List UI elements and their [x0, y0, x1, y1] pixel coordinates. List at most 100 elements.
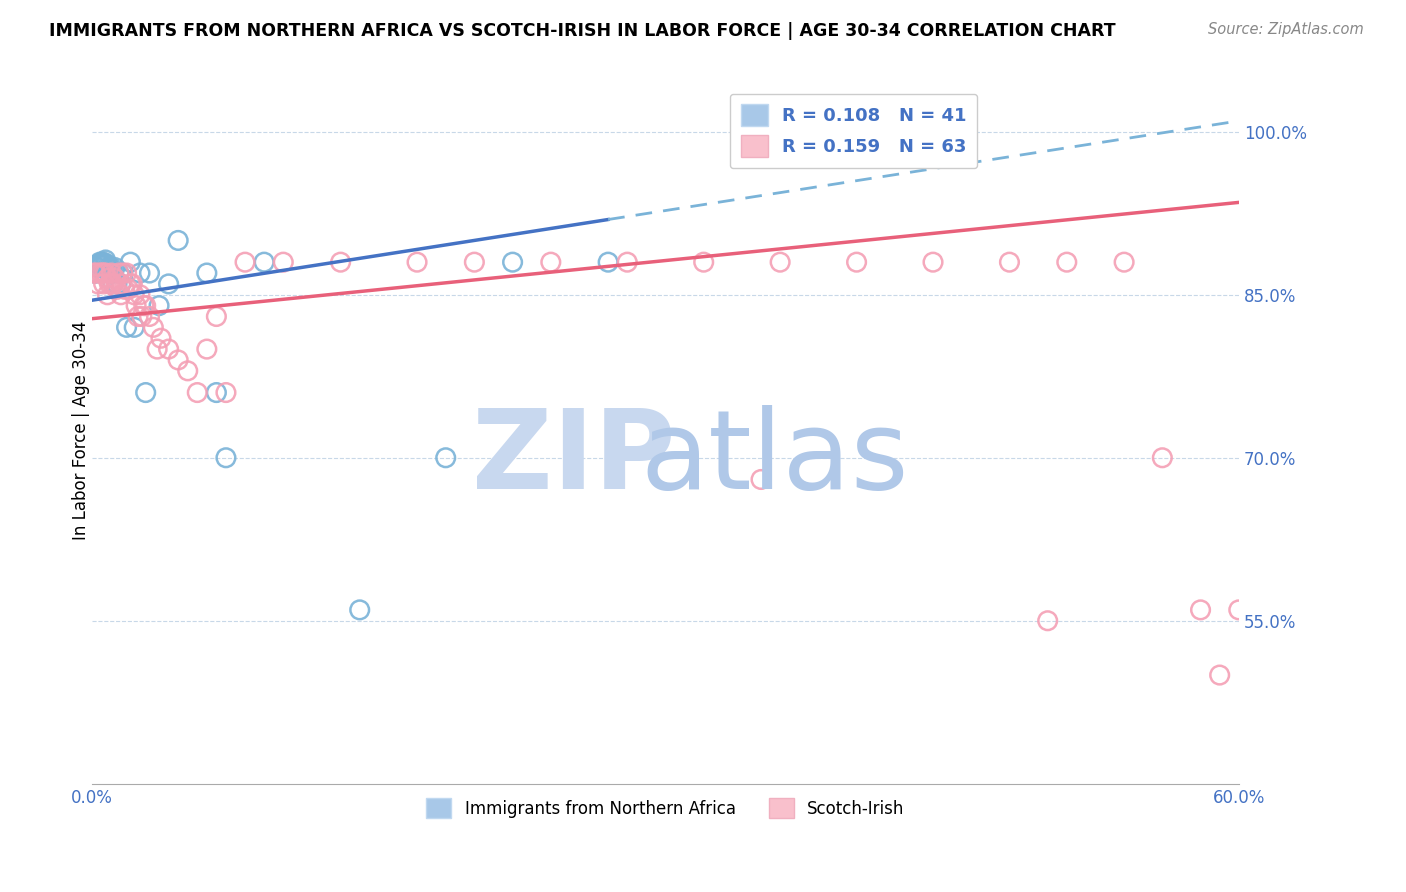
Text: atlas: atlas — [640, 405, 908, 512]
Point — [104, 271, 127, 285]
Point — [87, 260, 110, 275]
Point — [149, 331, 172, 345]
Y-axis label: In Labor Force | Age 30-34: In Labor Force | Age 30-34 — [72, 321, 90, 541]
Point — [148, 299, 170, 313]
Point — [1056, 255, 1078, 269]
Point — [135, 385, 157, 400]
Point — [111, 266, 134, 280]
Point — [90, 266, 112, 280]
Point — [1036, 614, 1059, 628]
Point — [100, 266, 122, 280]
Point — [922, 255, 945, 269]
Point — [271, 255, 294, 269]
Point — [205, 310, 228, 324]
Point — [103, 277, 125, 291]
Legend: Immigrants from Northern Africa, Scotch-Irish: Immigrants from Northern Africa, Scotch-… — [419, 791, 911, 825]
Point — [138, 310, 160, 324]
Point — [87, 257, 110, 271]
Point — [111, 266, 134, 280]
Point — [90, 255, 112, 269]
Point — [94, 252, 117, 267]
Point — [131, 310, 153, 324]
Point — [93, 255, 115, 269]
Point — [114, 282, 136, 296]
Point — [1208, 668, 1230, 682]
Point — [115, 320, 138, 334]
Point — [129, 266, 152, 280]
Point — [233, 255, 256, 269]
Point — [83, 266, 105, 280]
Point — [1152, 450, 1174, 465]
Point — [98, 260, 121, 275]
Point — [349, 603, 371, 617]
Point — [205, 385, 228, 400]
Point — [121, 277, 143, 291]
Point — [120, 255, 142, 269]
Point — [186, 385, 208, 400]
Point — [90, 257, 112, 271]
Point — [96, 257, 118, 271]
Point — [120, 277, 142, 291]
Point — [104, 260, 127, 275]
Text: Source: ZipAtlas.com: Source: ZipAtlas.com — [1208, 22, 1364, 37]
Point — [434, 450, 457, 465]
Point — [89, 255, 111, 269]
Point — [103, 266, 125, 280]
Point — [110, 277, 132, 291]
Point — [135, 299, 157, 313]
Point — [93, 277, 115, 291]
Point — [502, 255, 524, 269]
Point — [142, 320, 165, 334]
Point — [125, 299, 148, 313]
Point — [177, 364, 200, 378]
Point — [122, 320, 145, 334]
Point — [103, 277, 125, 291]
Point — [115, 266, 138, 280]
Point — [406, 255, 429, 269]
Point — [105, 277, 128, 291]
Point — [1227, 603, 1250, 617]
Point — [167, 234, 190, 248]
Point — [87, 277, 110, 291]
Point — [100, 260, 122, 275]
Point — [98, 277, 121, 291]
Point — [89, 257, 111, 271]
Point — [138, 266, 160, 280]
Point — [110, 287, 132, 301]
Point — [616, 255, 638, 269]
Point — [157, 342, 180, 356]
Point — [215, 450, 238, 465]
Point — [157, 277, 180, 291]
Point — [96, 271, 118, 285]
Point — [1114, 255, 1136, 269]
Point — [845, 255, 868, 269]
Point — [83, 266, 105, 280]
Point — [195, 266, 218, 280]
Point — [98, 266, 121, 280]
Point — [692, 255, 714, 269]
Point — [96, 287, 118, 301]
Point — [749, 473, 772, 487]
Point — [195, 342, 218, 356]
Point — [769, 255, 792, 269]
Point — [84, 266, 107, 280]
Point — [84, 266, 107, 280]
Point — [105, 282, 128, 296]
Point — [146, 342, 169, 356]
Point — [96, 260, 118, 275]
Point — [100, 277, 122, 291]
Point — [132, 299, 155, 313]
Point — [108, 266, 131, 280]
Point — [94, 266, 117, 280]
Point — [1189, 603, 1212, 617]
Point — [215, 385, 238, 400]
Point — [329, 255, 352, 269]
Text: ZIP: ZIP — [472, 405, 675, 512]
Point — [463, 255, 485, 269]
Point — [127, 310, 149, 324]
Point — [598, 255, 620, 269]
Text: IMMIGRANTS FROM NORTHERN AFRICA VS SCOTCH-IRISH IN LABOR FORCE | AGE 30-34 CORRE: IMMIGRANTS FROM NORTHERN AFRICA VS SCOTC… — [49, 22, 1116, 40]
Point — [117, 282, 139, 296]
Point — [110, 277, 132, 291]
Point — [89, 266, 111, 280]
